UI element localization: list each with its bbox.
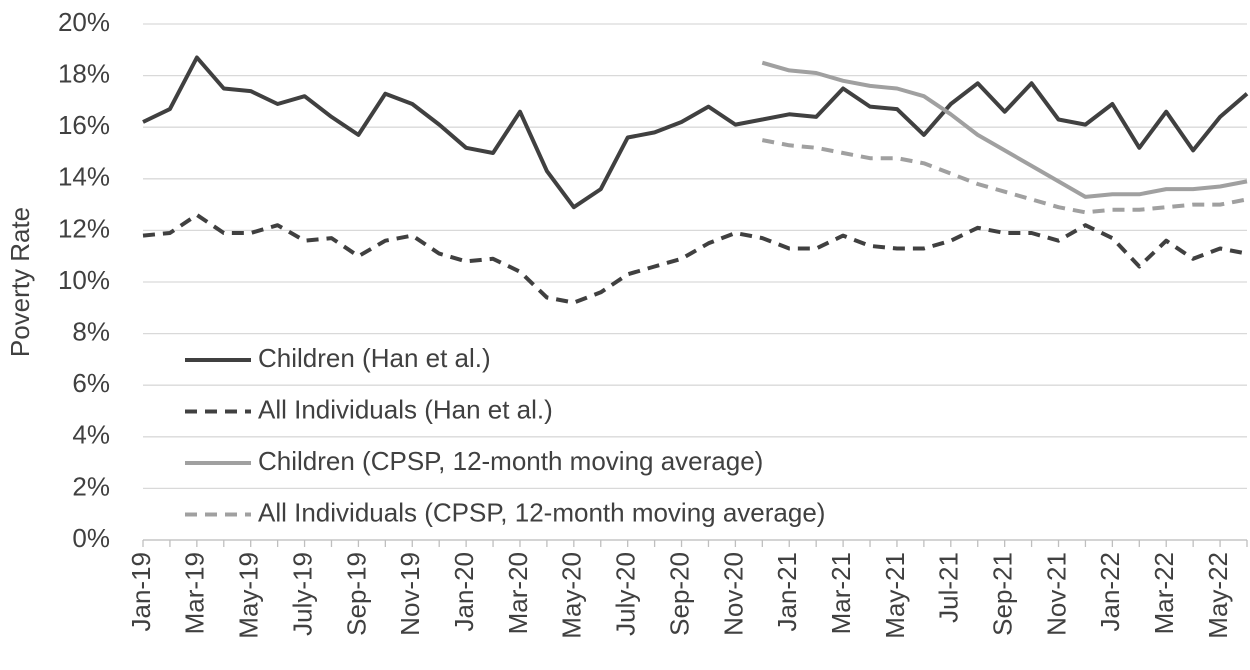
- y-tick-label: 20%: [58, 7, 110, 37]
- series-line: [761, 138, 1248, 215]
- x-tick-label: Jul-21: [934, 552, 964, 623]
- legend-label: All Individuals (CPSP, 12-month moving a…: [258, 497, 825, 527]
- x-tick-label: Sep-20: [664, 552, 694, 636]
- x-tick-label: Jan-21: [772, 552, 802, 632]
- y-axis-label: Poverty Rate: [5, 207, 35, 357]
- y-tick-label: 16%: [58, 110, 110, 140]
- y-tick-label: 10%: [58, 265, 110, 295]
- x-tick-label: Mar-19: [180, 552, 210, 634]
- x-tick-label: May-21: [880, 552, 910, 639]
- x-tick-label: Mar-21: [826, 552, 856, 634]
- y-tick-label: 14%: [58, 162, 110, 192]
- x-tick-label: Nov-20: [718, 552, 748, 636]
- x-tick-label: Jan-20: [449, 552, 479, 632]
- legend-label: Children (CPSP, 12-month moving average): [258, 446, 763, 476]
- x-tick-label: July-20: [611, 552, 641, 636]
- legend-label: Children (Han et al.): [258, 343, 491, 373]
- x-tick-label: Mar-20: [503, 552, 533, 634]
- x-tick-label: Mar-22: [1149, 552, 1179, 634]
- y-tick-label: 2%: [72, 471, 110, 501]
- x-tick-label: Sep-19: [341, 552, 371, 636]
- x-tick-label: May-22: [1203, 552, 1233, 639]
- y-tick-label: 18%: [58, 58, 110, 88]
- x-tick-label: Sep-21: [988, 552, 1018, 636]
- x-tick-label: July-19: [287, 552, 317, 636]
- y-tick-label: 0%: [72, 523, 110, 553]
- x-tick-label: May-20: [557, 552, 587, 639]
- x-tick-label: Jan-19: [126, 552, 156, 632]
- y-tick-label: 12%: [58, 213, 110, 243]
- series-line: [142, 55, 1249, 210]
- x-tick-label: Nov-21: [1041, 552, 1071, 636]
- x-tick-label: Nov-19: [395, 552, 425, 636]
- y-tick-label: 8%: [72, 316, 110, 346]
- y-tick-label: 6%: [72, 368, 110, 398]
- series-line: [142, 212, 1248, 305]
- x-tick-label: Jan-22: [1095, 552, 1125, 632]
- y-tick-label: 4%: [72, 420, 110, 450]
- x-tick-label: May-19: [234, 552, 264, 639]
- legend-label: All Individuals (Han et al.): [258, 394, 553, 424]
- series-line: [761, 60, 1248, 199]
